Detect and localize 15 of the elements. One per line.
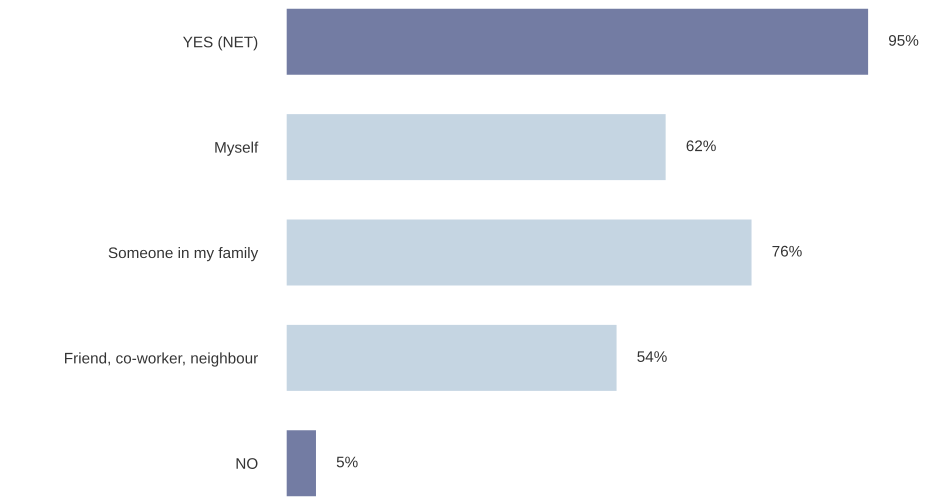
y-tick-label: Someone in my family	[108, 246, 258, 262]
y-tick-label: NO	[236, 458, 258, 469]
bar	[286, 428, 318, 497]
data-label: 5%	[336, 456, 358, 468]
data-label: 95%	[888, 35, 918, 46]
bar	[286, 112, 668, 182]
bar	[286, 8, 870, 76]
y-tick-label: YES (NET)	[183, 36, 258, 50]
bar	[286, 218, 753, 287]
bar	[286, 323, 618, 392]
y-tick-label: Friend, co-worker, neighbour	[65, 352, 258, 367]
data-label: 62%	[686, 140, 716, 152]
data-label: 76%	[772, 246, 802, 257]
data-label: 54%	[637, 351, 667, 362]
y-tick-label: Myself	[215, 142, 258, 156]
